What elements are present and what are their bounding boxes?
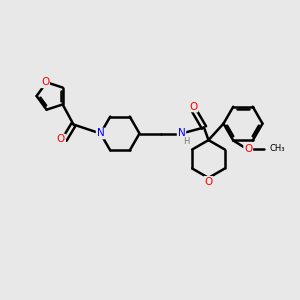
Text: O: O [204, 177, 213, 187]
Text: N: N [178, 128, 185, 139]
Text: O: O [244, 144, 252, 154]
Text: H: H [183, 136, 190, 146]
Text: O: O [189, 101, 198, 112]
Text: O: O [41, 77, 49, 87]
Text: N: N [97, 128, 104, 139]
Text: O: O [57, 134, 65, 145]
Text: CH₃: CH₃ [270, 144, 285, 153]
